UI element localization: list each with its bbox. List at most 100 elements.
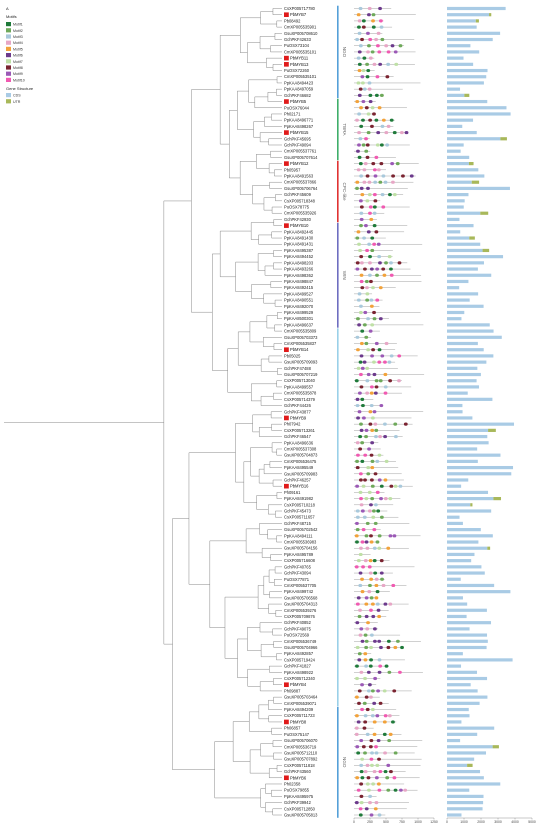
pbmyb-marker bbox=[284, 130, 289, 135]
cds-block bbox=[447, 236, 470, 240]
cds-block bbox=[447, 112, 511, 116]
leaf-label: GchPKF44426 bbox=[284, 403, 312, 408]
motif-mark bbox=[363, 161, 368, 166]
motif-mark bbox=[359, 769, 364, 774]
motif-mark bbox=[355, 37, 360, 42]
motif-mark bbox=[381, 118, 386, 122]
motif-mark bbox=[373, 676, 378, 681]
motif-mark bbox=[369, 633, 374, 637]
motif-mark bbox=[358, 552, 363, 557]
leaf-label: GchPKF45473 bbox=[284, 509, 312, 514]
motif-mark bbox=[367, 447, 371, 451]
pbmyb-marker bbox=[284, 223, 289, 228]
motif-mark bbox=[365, 732, 370, 736]
motif-mark bbox=[358, 633, 363, 637]
motif-mark bbox=[384, 261, 388, 265]
cds-block bbox=[447, 720, 462, 724]
leaf-label: GchPKF43560 bbox=[284, 769, 312, 774]
motif-mark bbox=[365, 391, 370, 395]
utr-block bbox=[492, 745, 499, 749]
leaf-label: PpKAA8499557 bbox=[284, 384, 314, 389]
cds-block bbox=[447, 472, 512, 476]
motif-mark bbox=[371, 25, 376, 29]
motif-mark bbox=[373, 472, 378, 476]
motif-mark bbox=[381, 583, 386, 588]
cds-block bbox=[447, 521, 463, 526]
motif-mark bbox=[372, 410, 377, 414]
leaf-label: GchPKF43877 bbox=[284, 409, 312, 414]
motif-mark bbox=[386, 62, 391, 66]
leaf-label: PuOSX73104 bbox=[284, 43, 310, 48]
motif-swatch bbox=[6, 40, 11, 45]
utr-block bbox=[464, 93, 470, 97]
cds-block bbox=[447, 478, 469, 482]
cds-block bbox=[447, 230, 461, 234]
motif-mark bbox=[370, 416, 375, 420]
motif-axis-label: 0 bbox=[353, 820, 355, 824]
motif-mark bbox=[361, 565, 365, 569]
motif-mark bbox=[362, 87, 367, 91]
cds-block bbox=[447, 590, 511, 594]
motif-mark bbox=[403, 788, 408, 792]
motif-mark bbox=[378, 664, 383, 668]
leaf-label: CsXP005718348 bbox=[284, 198, 316, 203]
motif-mark bbox=[370, 248, 375, 253]
cds-block bbox=[447, 149, 461, 153]
leaf-label: GchPKF39942 bbox=[284, 800, 312, 805]
motif-mark bbox=[376, 130, 381, 135]
cds-block bbox=[447, 62, 474, 66]
motif-mark bbox=[376, 31, 381, 35]
motif-mark bbox=[364, 106, 369, 110]
motif-legend-label: Motif6 bbox=[13, 54, 23, 58]
motif-mark bbox=[370, 714, 375, 718]
motif-mark bbox=[370, 707, 375, 712]
motif-mark bbox=[363, 751, 367, 755]
motif-mark bbox=[374, 428, 379, 432]
motif-mark bbox=[355, 776, 360, 780]
motif-mark bbox=[384, 44, 389, 48]
cds-block bbox=[447, 441, 489, 445]
motif-mark bbox=[366, 31, 370, 35]
gene-legend-label: CDS bbox=[13, 94, 21, 98]
leaf-label: CsXP005709876 bbox=[284, 614, 316, 619]
motif-mark bbox=[369, 813, 374, 817]
motif-mark bbox=[355, 745, 360, 749]
motif-mark bbox=[378, 701, 383, 705]
cds-block bbox=[447, 621, 492, 625]
motif-mark bbox=[356, 416, 360, 420]
motif-mark bbox=[369, 403, 374, 408]
motif-swatch bbox=[6, 65, 11, 70]
motif-mark bbox=[359, 186, 364, 191]
motif-mark bbox=[379, 559, 384, 563]
motif-mark bbox=[370, 484, 375, 488]
motif-mark bbox=[380, 354, 385, 358]
motif-mark bbox=[375, 763, 380, 767]
motif-mark bbox=[370, 124, 374, 128]
leaf-label: PbMYB15 bbox=[290, 130, 309, 135]
motif-mark bbox=[358, 137, 363, 141]
motif-mark bbox=[356, 559, 361, 563]
motifs-legend-title: Motifs bbox=[6, 14, 17, 19]
leaf-label: Ph09887 bbox=[284, 688, 301, 693]
motif-mark bbox=[369, 596, 374, 600]
cds-block bbox=[447, 769, 481, 774]
cds-block bbox=[447, 31, 501, 35]
leaf-label: CmXP005535926 bbox=[284, 211, 317, 216]
leaf-label: PuOSX72260 bbox=[284, 68, 310, 73]
cds-block bbox=[447, 255, 504, 259]
motif-mark bbox=[375, 298, 380, 302]
cds-block bbox=[447, 137, 501, 141]
motif-mark bbox=[391, 174, 395, 178]
motif-mark bbox=[401, 174, 405, 178]
motif-mark bbox=[360, 81, 365, 85]
motif-mark bbox=[387, 738, 392, 743]
cds-block bbox=[447, 372, 481, 377]
motif-mark bbox=[355, 267, 360, 271]
cds-block bbox=[447, 44, 471, 48]
motif-mark bbox=[374, 583, 379, 588]
motif-mark bbox=[354, 534, 359, 538]
motif-mark bbox=[368, 99, 373, 104]
gene-swatch bbox=[6, 93, 11, 98]
motif-mark bbox=[372, 720, 377, 724]
motif-mark bbox=[370, 497, 375, 501]
